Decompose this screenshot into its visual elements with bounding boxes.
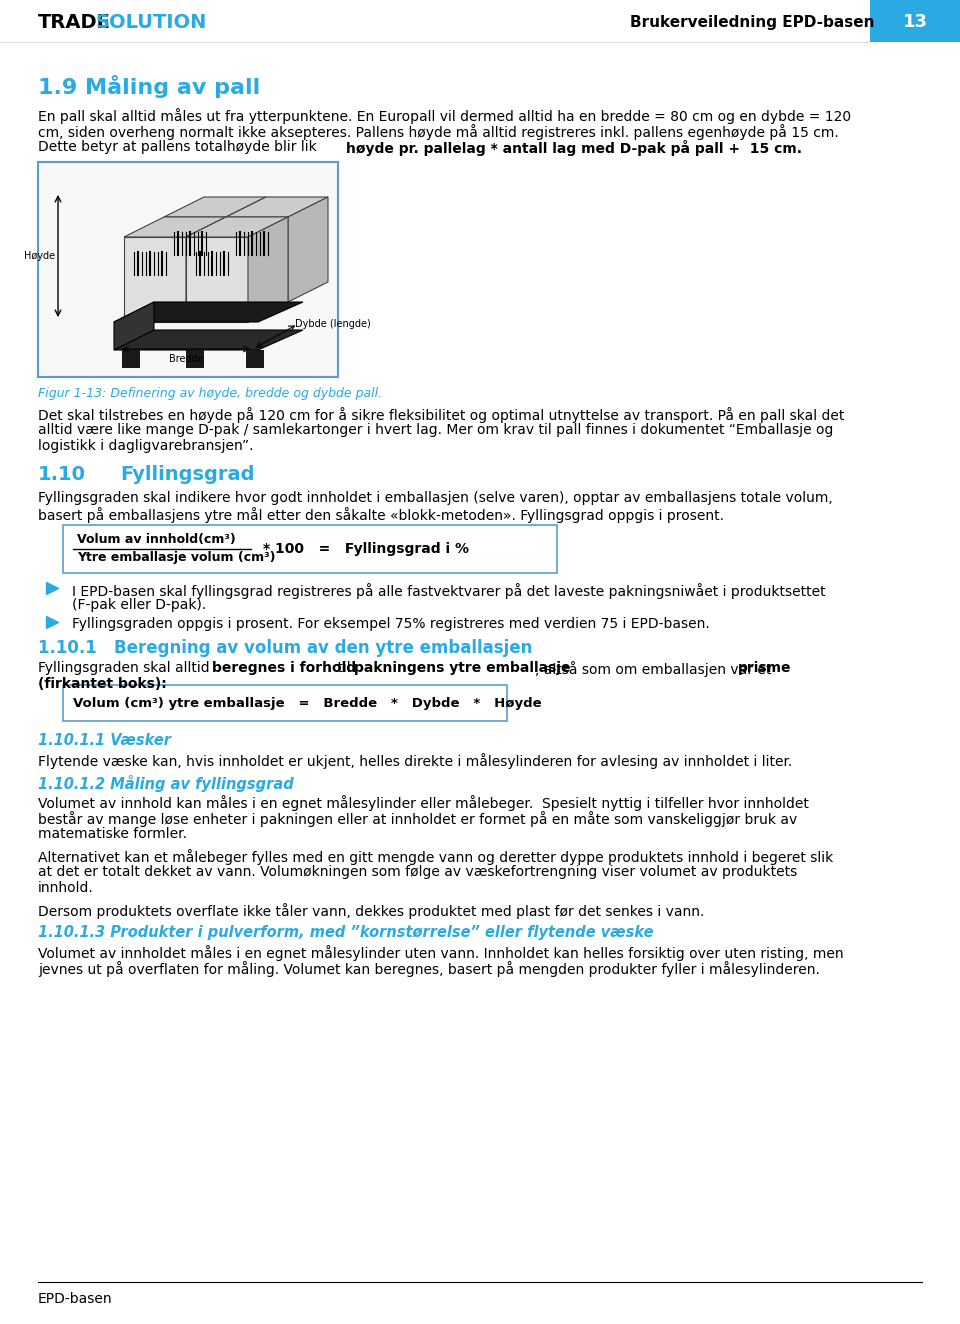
Text: Dybde (lengde): Dybde (lengde) — [295, 319, 371, 328]
Text: Fyllingsgraden skal indikere hvor godt innholdet i emballasjen (selve varen), op: Fyllingsgraden skal indikere hvor godt i… — [38, 491, 832, 504]
Text: (firkantet boks):: (firkantet boks): — [38, 677, 167, 691]
Polygon shape — [226, 197, 266, 302]
Text: EPD-basen: EPD-basen — [38, 1292, 112, 1305]
Text: innhold.: innhold. — [38, 880, 94, 895]
Text: Dersom produktets overflate ikke tåler vann, dekkes produktet med plast før det : Dersom produktets overflate ikke tåler v… — [38, 903, 705, 919]
Text: Brukerveiledning EPD-basen: Brukerveiledning EPD-basen — [630, 15, 875, 29]
Text: Volumet av innholdet måles i en egnet målesylinder uten vann. Innholdet kan hell: Volumet av innholdet måles i en egnet må… — [38, 945, 844, 961]
Text: høyde pr. pallelag * antall lag med D-pak på pall +  15 cm.: høyde pr. pallelag * antall lag med D-pa… — [346, 140, 802, 156]
Text: matematiske formler.: matematiske formler. — [38, 828, 187, 841]
Text: består av mange løse enheter i pakningen eller at innholdet er formet på en måte: består av mange løse enheter i pakningen… — [38, 812, 797, 828]
Text: jevnes ut på overflaten for måling. Volumet kan beregnes, basert på mengden prod: jevnes ut på overflaten for måling. Volu… — [38, 961, 820, 977]
Text: Volum (cm³) ytre emballasje   =   Bredde   *   Dybde   *   Høyde: Volum (cm³) ytre emballasje = Bredde * D… — [73, 696, 541, 710]
Text: Volumet av innhold kan måles i en egnet målesylinder eller målebeger.  Spesielt : Volumet av innhold kan måles i en egnet … — [38, 794, 809, 812]
Text: pakningens ytre emballasje: pakningens ytre emballasje — [354, 661, 570, 675]
Text: SOLUTION: SOLUTION — [96, 12, 207, 32]
FancyBboxPatch shape — [63, 526, 557, 573]
Text: Høyde: Høyde — [24, 252, 56, 261]
Text: Flytende væske kan, hvis innholdet er ukjent, helles direkte i målesylinderen fo: Flytende væske kan, hvis innholdet er uk… — [38, 753, 792, 769]
Text: 1.10: 1.10 — [38, 465, 86, 485]
Bar — [38, 162, 338, 377]
Text: 1.10.1.1 Væsker: 1.10.1.1 Væsker — [38, 733, 171, 748]
Text: En pall skal alltid måles ut fra ytterpunktene. En Europall vil dermed alltid ha: En pall skal alltid måles ut fra ytterpu… — [38, 109, 852, 124]
Polygon shape — [248, 217, 288, 322]
Text: Det skal tilstrebes en høyde på 120 cm for å sikre fleksibilitet og optimal utny: Det skal tilstrebes en høyde på 120 cm f… — [38, 406, 845, 422]
Text: logistikk i dagligvarebransjen”.: logistikk i dagligvarebransjen”. — [38, 440, 253, 453]
Text: 1.10.1   Beregning av volum av den ytre emballasjen: 1.10.1 Beregning av volum av den ytre em… — [38, 639, 533, 657]
Polygon shape — [124, 217, 226, 237]
Bar — [122, 350, 140, 368]
Text: Dette betyr at pallens totalhøyde blir lik: Dette betyr at pallens totalhøyde blir l… — [38, 140, 322, 154]
Polygon shape — [114, 330, 303, 350]
Text: I EPD-basen skal fyllingsgrad registreres på alle fastvektvarer på det laveste p: I EPD-basen skal fyllingsgrad registrere… — [72, 583, 826, 598]
Polygon shape — [226, 197, 328, 217]
Bar — [246, 350, 264, 368]
Text: (F-pak eller D-pak).: (F-pak eller D-pak). — [72, 598, 206, 612]
Text: 1.9 Måling av pall: 1.9 Måling av pall — [38, 75, 260, 98]
Text: Alternativet kan et målebeger fylles med en gitt mengde vann og deretter dyppe p: Alternativet kan et målebeger fylles med… — [38, 849, 833, 865]
Polygon shape — [226, 217, 288, 302]
Text: prisme: prisme — [738, 661, 791, 675]
Text: * 100   =   Fyllingsgrad i %: * 100 = Fyllingsgrad i % — [263, 542, 469, 556]
Text: at det er totalt dekket av vann. Volumøkningen som følge av væskefortrengning vi: at det er totalt dekket av vann. Volumøk… — [38, 865, 797, 879]
Text: Fyllingsgraden oppgis i prosent. For eksempel 75% registreres med verdien 75 i E: Fyllingsgraden oppgis i prosent. For eks… — [72, 617, 709, 632]
Text: beregnes i forhold: beregnes i forhold — [212, 661, 356, 675]
Polygon shape — [186, 237, 248, 322]
Text: Figur 1-13: Definering av høyde, bredde og dybde pall.: Figur 1-13: Definering av høyde, bredde … — [38, 387, 382, 400]
FancyBboxPatch shape — [870, 0, 960, 42]
Text: Fyllingsgrad: Fyllingsgrad — [120, 465, 254, 485]
Text: alltid være like mange D-pak / samlekartonger i hvert lag. Mer om krav til pall : alltid være like mange D-pak / samlekart… — [38, 422, 833, 437]
Text: 13: 13 — [902, 13, 927, 30]
Text: cm, siden overheng normalt ikke aksepteres. Pallens høyde må alltid registreres : cm, siden overheng normalt ikke aksepter… — [38, 124, 839, 140]
Text: Bredde: Bredde — [169, 354, 204, 364]
Text: Ytre emballasje volum (cm³): Ytre emballasje volum (cm³) — [77, 552, 276, 564]
Text: 1.10.1.3 Produkter i pulverform, med ”kornstørrelse” eller flytende væske: 1.10.1.3 Produkter i pulverform, med ”ko… — [38, 925, 654, 940]
Text: , altså som om emballasjen var et: , altså som om emballasjen var et — [535, 661, 776, 677]
Polygon shape — [186, 217, 288, 237]
Polygon shape — [114, 302, 154, 350]
Text: Volum av innhold(cm³): Volum av innhold(cm³) — [77, 534, 236, 547]
Text: Fyllingsgraden skal alltid: Fyllingsgraden skal alltid — [38, 661, 214, 675]
Bar — [186, 350, 204, 368]
Polygon shape — [114, 302, 303, 322]
Text: TRADE: TRADE — [38, 12, 110, 32]
Polygon shape — [164, 217, 226, 302]
FancyBboxPatch shape — [63, 685, 507, 722]
Text: 1.10.1.2 Måling av fyllingsgrad: 1.10.1.2 Måling av fyllingsgrad — [38, 775, 294, 792]
Text: basert på emballasjens ytre mål etter den såkalte «blokk-metoden». Fyllingsgrad : basert på emballasjens ytre mål etter de… — [38, 507, 724, 523]
Polygon shape — [288, 197, 328, 302]
Polygon shape — [186, 217, 226, 322]
Text: til: til — [333, 661, 355, 675]
Polygon shape — [164, 197, 266, 217]
Polygon shape — [124, 237, 186, 322]
